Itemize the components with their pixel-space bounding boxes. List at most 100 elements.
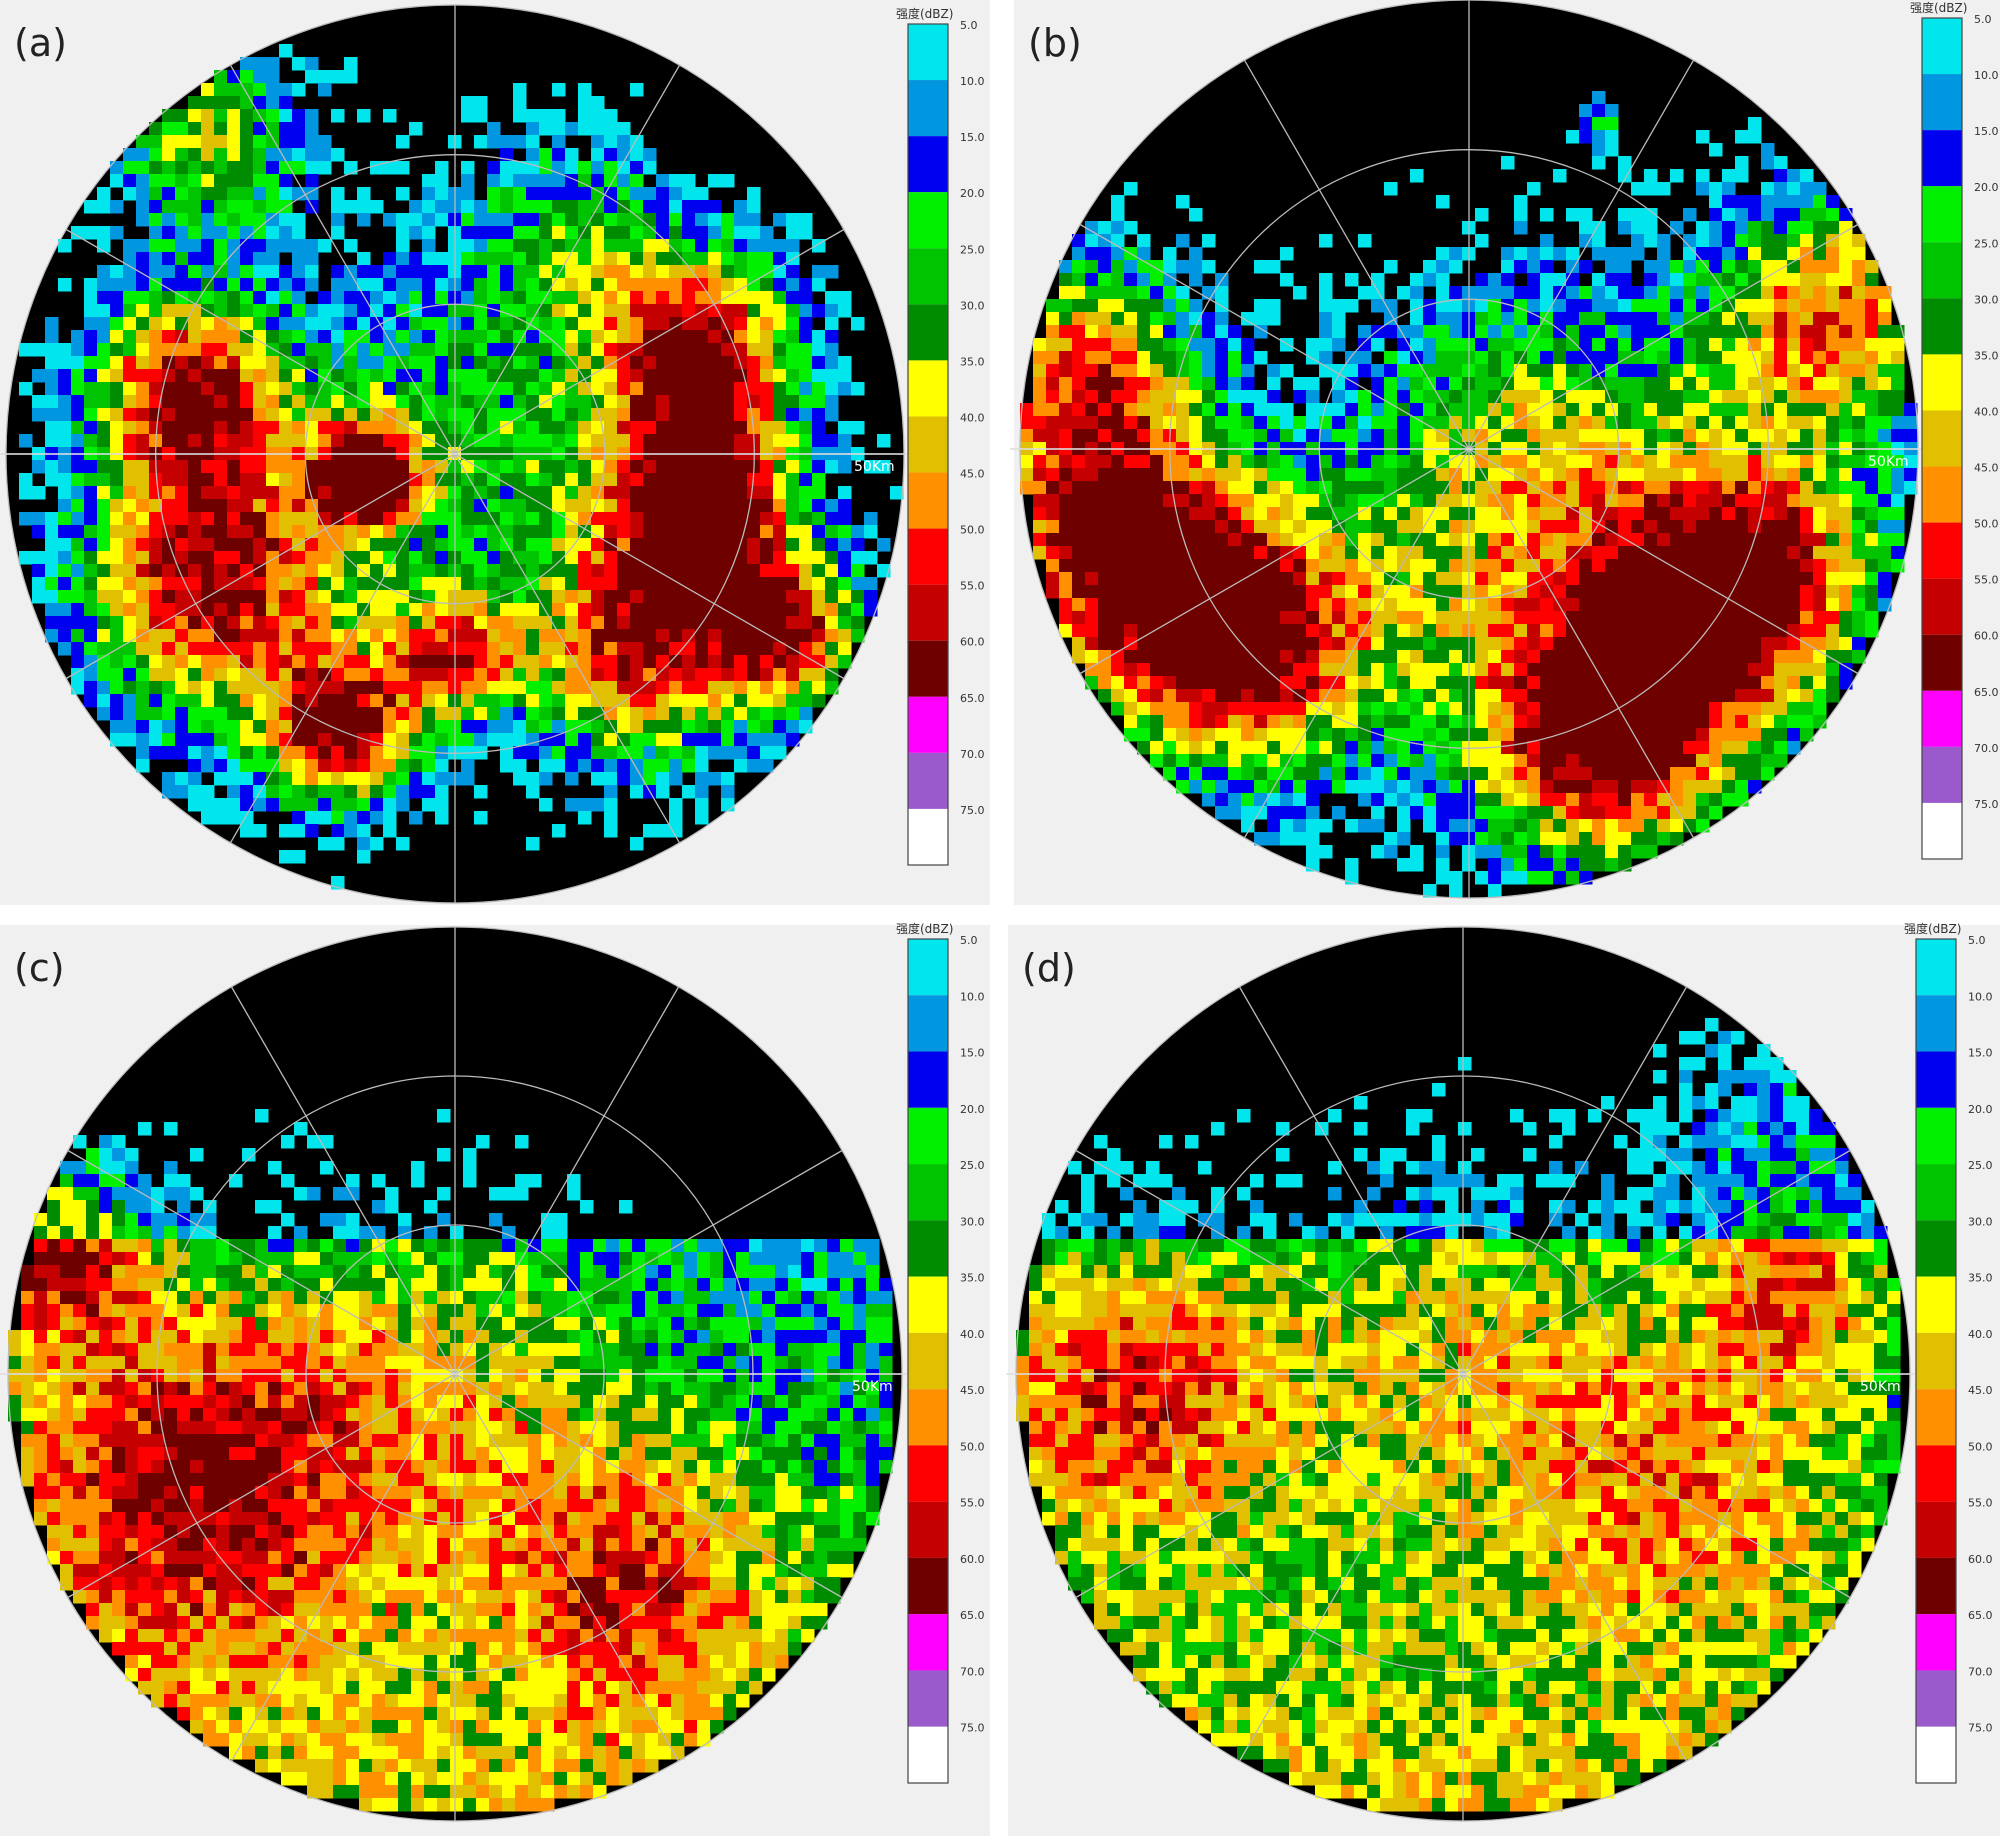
echo-cell <box>175 343 189 357</box>
echo-cell <box>1449 377 1463 391</box>
echo-cell <box>370 265 384 279</box>
echo-cell <box>45 590 59 604</box>
echo-cell <box>214 343 228 357</box>
echo-cell <box>292 109 306 123</box>
echo-cell <box>513 200 527 214</box>
echo-cell <box>1124 221 1138 235</box>
echo-cell <box>799 551 813 565</box>
echo-cell <box>721 421 735 435</box>
echo-cell <box>149 512 163 526</box>
echo-cell <box>1605 143 1619 157</box>
echo-cell <box>344 603 358 617</box>
echo-cell <box>500 486 514 500</box>
echo-cell <box>734 395 748 409</box>
echo-cell <box>1475 546 1489 560</box>
echo-cell <box>630 239 644 253</box>
echo-cell <box>734 291 748 305</box>
echo-cell <box>1748 312 1762 326</box>
echo-cell <box>1813 208 1827 222</box>
echo-cell <box>617 304 631 318</box>
echo-cell <box>227 694 241 708</box>
echo-cell <box>721 278 735 292</box>
echo-cell <box>422 551 436 565</box>
echo-cell <box>1124 611 1138 625</box>
echo-cell <box>84 512 98 526</box>
echo-cell <box>318 356 332 370</box>
echo-cell <box>1241 533 1255 547</box>
echo-cell <box>1137 234 1151 248</box>
echo-cell <box>201 395 215 409</box>
echo-cell <box>357 421 371 435</box>
echo-cell <box>1852 494 1866 508</box>
echo-cell <box>838 616 852 630</box>
echo-cell <box>812 694 826 708</box>
echo-cell <box>1748 260 1762 274</box>
echo-cell <box>617 772 631 786</box>
echo-cell <box>1670 598 1684 612</box>
echo-cell <box>279 174 293 188</box>
echo-cell <box>1085 598 1099 612</box>
echo-cell <box>513 213 527 227</box>
echo-cell <box>1839 390 1853 404</box>
echo-cell <box>734 668 748 682</box>
echo-cell <box>357 850 371 864</box>
echo-cell <box>305 486 319 500</box>
echo-cell <box>357 200 371 214</box>
echo-cell <box>305 564 319 578</box>
echo-cell <box>1748 481 1762 495</box>
echo-cell <box>110 681 124 695</box>
echo-cell <box>1514 351 1528 365</box>
echo-cell <box>1878 325 1892 339</box>
echo-cell <box>799 356 813 370</box>
echo-cell <box>1709 312 1723 326</box>
echo-cell <box>110 564 124 578</box>
echo-cell <box>279 213 293 227</box>
echo-cell <box>383 330 397 344</box>
echo-cell <box>422 733 436 747</box>
echo-cell <box>1709 559 1723 573</box>
echo-cell <box>84 330 98 344</box>
echo-cell <box>1137 260 1151 274</box>
echo-cell <box>409 317 423 331</box>
echo-cell <box>292 850 306 864</box>
echo-cell <box>1332 338 1346 352</box>
echo-cell <box>825 668 839 682</box>
echo-cell <box>708 642 722 656</box>
echo-cell <box>487 382 501 396</box>
echo-cell <box>617 759 631 773</box>
echo-cell <box>747 330 761 344</box>
echo-cell <box>1202 260 1216 274</box>
echo-cell <box>1423 364 1437 378</box>
echo-cell <box>123 473 137 487</box>
echo-cell <box>578 629 592 643</box>
echo-cell <box>1072 325 1086 339</box>
echo-cell <box>1072 585 1086 599</box>
echo-cell <box>1280 455 1294 469</box>
echo-cell <box>318 291 332 305</box>
echo-cell <box>1423 455 1437 469</box>
echo-cell <box>1761 598 1775 612</box>
echo-cell <box>799 564 813 578</box>
echo-cell <box>1306 455 1320 469</box>
echo-cell <box>409 590 423 604</box>
echo-cell <box>292 278 306 292</box>
echo-cell <box>201 226 215 240</box>
echo-cell <box>97 408 111 422</box>
echo-cell <box>591 629 605 643</box>
echo-cell <box>227 83 241 97</box>
echo-cell <box>422 655 436 669</box>
echo-cell <box>461 668 475 682</box>
echo-cell <box>136 733 150 747</box>
echo-cell <box>773 395 787 409</box>
echo-cell <box>760 304 774 318</box>
echo-cell <box>799 291 813 305</box>
echo-cell <box>253 434 267 448</box>
echo-cell <box>1150 273 1164 287</box>
echo-cell <box>721 629 735 643</box>
echo-cell <box>474 109 488 123</box>
echo-cell <box>552 83 566 97</box>
echo-cell <box>1436 507 1450 521</box>
echo-cell <box>435 408 449 422</box>
echo-cell <box>1228 572 1242 586</box>
echo-cell <box>253 174 267 188</box>
